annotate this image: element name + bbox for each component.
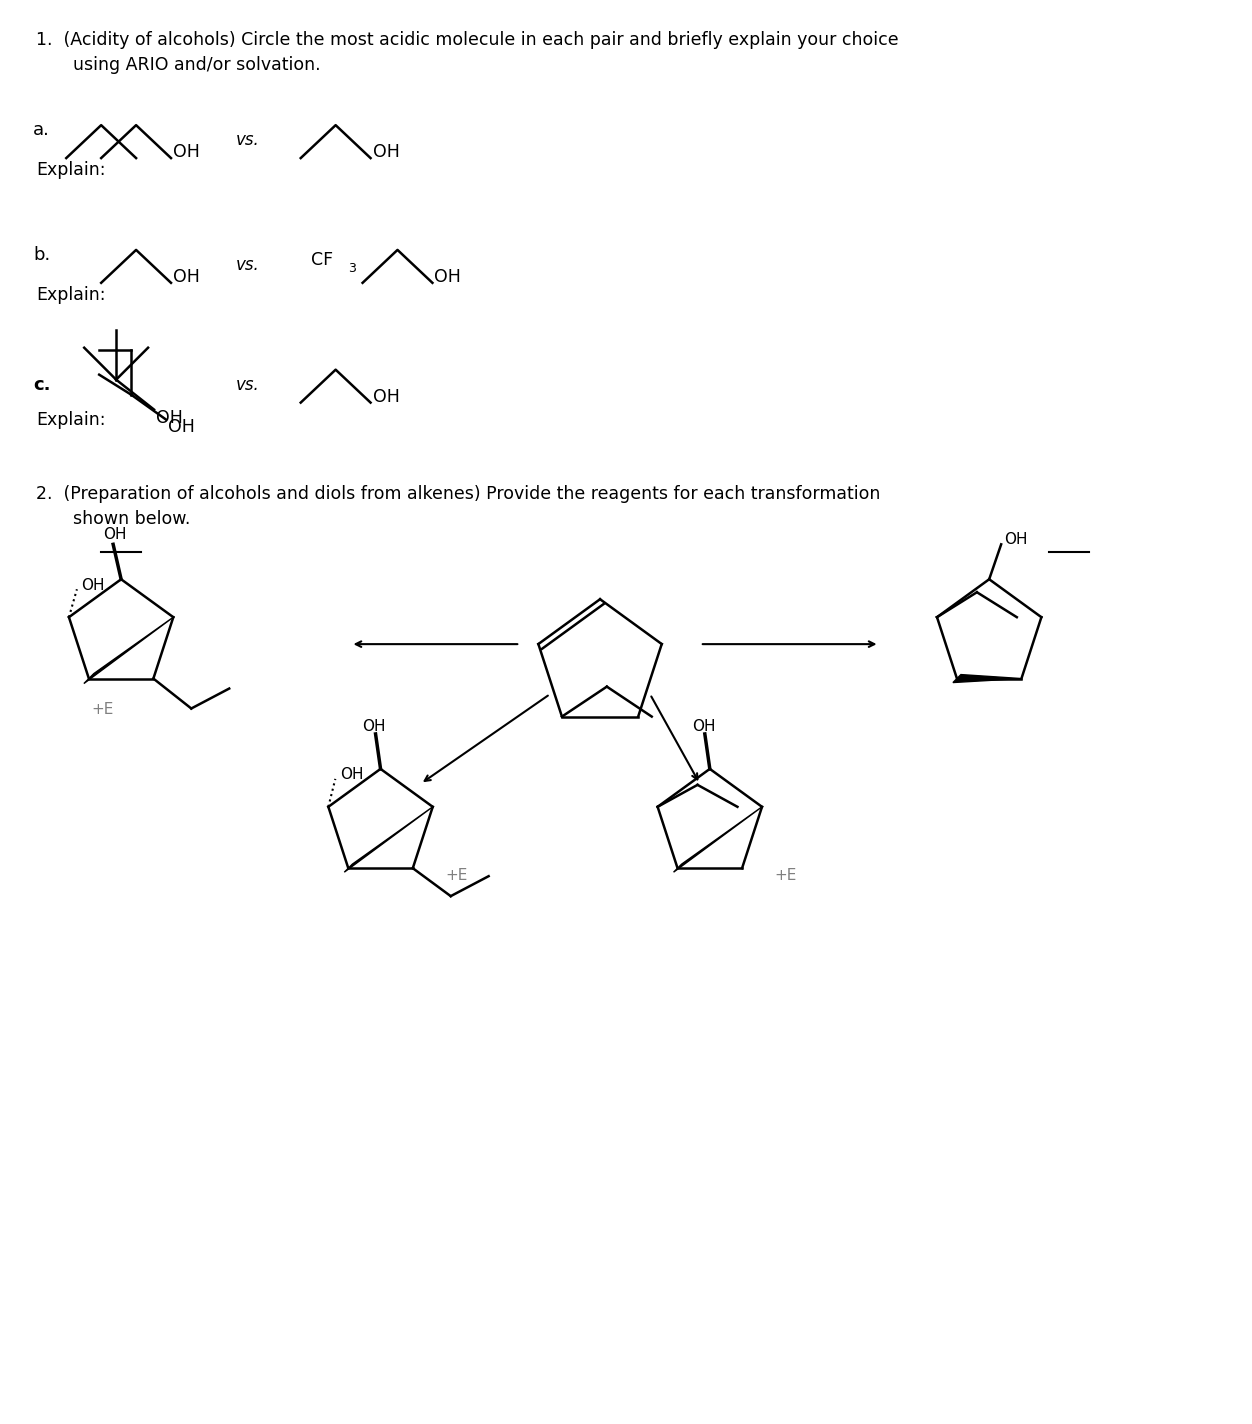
Polygon shape [84, 617, 173, 684]
Text: vs.: vs. [235, 376, 259, 393]
Text: 2.  (Preparation of alcohols and diols from alkenes) Provide the reagents for ea: 2. (Preparation of alcohols and diols fr… [36, 486, 880, 504]
Text: b.: b. [34, 246, 50, 263]
Polygon shape [953, 675, 1022, 682]
Text: a.: a. [34, 121, 50, 140]
Text: OH: OH [1004, 531, 1028, 547]
Text: Explain:: Explain: [36, 286, 106, 303]
Text: using ARIO and/or solvation.: using ARIO and/or solvation. [73, 57, 321, 74]
Text: +E: +E [91, 702, 114, 716]
Text: vs.: vs. [235, 131, 259, 150]
Text: Explain:: Explain: [36, 161, 106, 179]
Text: +E: +E [775, 869, 798, 883]
Text: OH: OH [341, 768, 364, 782]
Polygon shape [674, 807, 762, 871]
Text: OH: OH [692, 719, 715, 735]
Text: OH: OH [168, 417, 195, 436]
Text: OH: OH [173, 268, 200, 286]
Text: OH: OH [103, 527, 126, 543]
Text: OH: OH [373, 142, 399, 161]
Text: CF: CF [310, 251, 333, 269]
Text: OH: OH [434, 268, 461, 286]
Text: 1.  (Acidity of alcohols) Circle the most acidic molecule in each pair and brief: 1. (Acidity of alcohols) Circle the most… [36, 31, 899, 50]
Text: 3: 3 [348, 262, 356, 275]
Text: shown below.: shown below. [73, 510, 190, 528]
Text: +E: +E [446, 869, 468, 883]
Text: OH: OH [81, 578, 104, 592]
Text: OH: OH [156, 409, 183, 427]
Text: vs.: vs. [235, 256, 259, 273]
Text: OH: OH [373, 387, 399, 406]
Polygon shape [344, 807, 433, 871]
Text: Explain:: Explain: [36, 410, 106, 429]
Text: OH: OH [363, 719, 386, 735]
Text: c.: c. [34, 376, 51, 393]
Text: OH: OH [173, 142, 200, 161]
